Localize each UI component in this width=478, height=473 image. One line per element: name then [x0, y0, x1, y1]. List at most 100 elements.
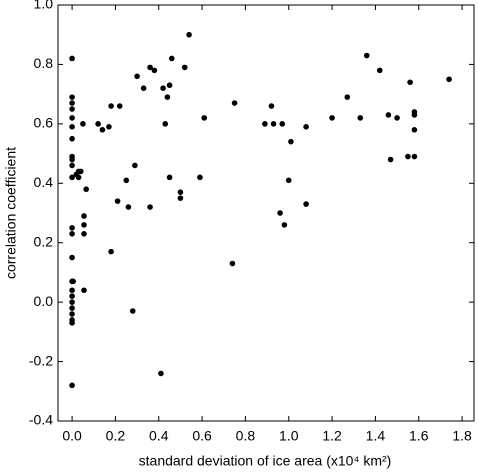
point [277, 210, 283, 216]
point [69, 55, 75, 62]
point [262, 121, 268, 127]
point [134, 73, 140, 80]
point [116, 103, 123, 109]
x-tick-label: 0.8 [236, 428, 256, 444]
point [69, 225, 75, 231]
point [83, 186, 89, 193]
y-axis-label: correlation coefficient [3, 147, 19, 279]
point [303, 124, 309, 130]
point [405, 153, 411, 160]
point [129, 308, 136, 314]
point [363, 52, 370, 59]
point [164, 94, 171, 100]
point [140, 85, 147, 91]
point [387, 156, 394, 163]
point [69, 231, 75, 237]
x-tick-label: 0.0 [62, 428, 82, 444]
point [166, 174, 173, 181]
point [411, 109, 418, 115]
point [75, 174, 82, 181]
point [344, 94, 351, 100]
point [69, 382, 75, 389]
y-tick-label: 0.0 [34, 293, 54, 309]
point [411, 127, 418, 133]
point [106, 124, 112, 130]
point [81, 213, 87, 219]
point [285, 177, 292, 184]
point [394, 115, 400, 121]
point [407, 79, 413, 86]
point [181, 64, 188, 71]
point [147, 64, 153, 71]
y-tick-label: -0.4 [29, 412, 53, 428]
y-tick-label: -0.2 [29, 352, 53, 368]
point [69, 94, 75, 100]
point [158, 370, 164, 377]
point [123, 177, 130, 184]
y-tick-label: 0.6 [34, 115, 54, 131]
point [166, 82, 173, 89]
point [70, 278, 76, 285]
point [147, 204, 153, 210]
point [69, 293, 75, 300]
point [376, 67, 383, 74]
point [114, 198, 121, 204]
point [229, 260, 236, 267]
point [108, 103, 114, 109]
y-tick-label: 1.0 [34, 0, 54, 12]
point [186, 31, 192, 38]
point [231, 100, 238, 106]
point [132, 162, 138, 169]
point [77, 168, 84, 175]
point [303, 201, 309, 207]
point [385, 112, 392, 118]
point [151, 67, 158, 74]
point [197, 174, 203, 181]
y-tick-label: 0.2 [34, 233, 54, 249]
point [201, 115, 208, 121]
point [69, 156, 75, 163]
point [329, 115, 335, 121]
x-tick-label: 0.4 [149, 428, 169, 444]
x-tick-label: 1.2 [322, 428, 342, 444]
point [69, 115, 75, 121]
point [81, 287, 87, 294]
point [177, 189, 184, 195]
point [160, 85, 166, 91]
point [81, 231, 87, 237]
point [69, 100, 75, 106]
x-axis-label: standard deviation of ice area (x10⁴ km²… [139, 453, 392, 469]
point [95, 121, 101, 127]
point [69, 174, 75, 181]
point [446, 76, 452, 83]
point [69, 311, 75, 317]
point [99, 127, 106, 133]
point [279, 121, 286, 127]
point [177, 195, 184, 201]
point [281, 222, 288, 228]
point [69, 106, 75, 112]
point [411, 153, 418, 160]
point [125, 204, 132, 210]
point [357, 115, 364, 121]
point [108, 248, 114, 255]
point [162, 121, 169, 127]
point [270, 121, 277, 127]
x-tick-label: 0.2 [106, 428, 126, 444]
x-tick-label: 0.6 [192, 428, 212, 444]
point [80, 121, 86, 127]
x-tick-label: 1.4 [366, 428, 386, 444]
y-tick-label: 0.8 [34, 55, 54, 71]
point [69, 320, 75, 326]
point [69, 135, 75, 142]
x-tick-label: 1.0 [279, 428, 299, 444]
point [69, 254, 75, 261]
x-tick-label: 1.8 [452, 428, 472, 444]
x-tick-label: 1.6 [409, 428, 429, 444]
point [69, 287, 75, 294]
point [69, 299, 75, 305]
y-tick-label: 0.4 [34, 174, 54, 190]
point [168, 55, 175, 62]
point [268, 103, 275, 109]
